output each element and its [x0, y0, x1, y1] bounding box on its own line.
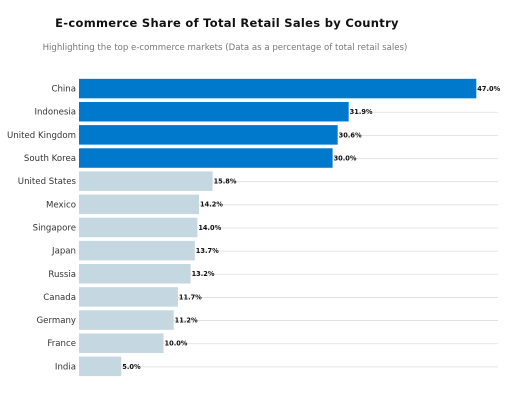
bar-russia	[79, 264, 191, 284]
bar-japan	[79, 240, 195, 261]
bar-germany	[79, 310, 174, 330]
value-label: 5.0%	[122, 363, 141, 371]
value-label: 11.7%	[179, 293, 202, 301]
category-label: Mexico	[46, 200, 76, 210]
bar-canada	[79, 287, 178, 307]
value-label: 47.0%	[477, 85, 500, 93]
category-label: Singapore	[33, 223, 76, 233]
bar-china	[79, 78, 477, 99]
value-label: 14.0%	[198, 224, 221, 232]
bar-singapore	[79, 217, 198, 238]
category-label: United States	[18, 177, 77, 187]
bar-united-states	[79, 171, 213, 191]
value-label: 30.6%	[339, 131, 362, 139]
category-label: Indonesia	[34, 108, 76, 118]
chart-subtitle: Highlighting the top e-commerce markets …	[42, 43, 408, 53]
value-label: 14.2%	[200, 201, 223, 209]
category-label: China	[51, 85, 76, 95]
category-label: Germany	[37, 316, 77, 326]
category-label: France	[47, 339, 76, 349]
bar-indonesia	[79, 101, 349, 122]
chart-title: E-commerce Share of Total Retail Sales b…	[55, 16, 399, 30]
bar-france	[79, 333, 164, 353]
bar-mexico	[79, 194, 200, 215]
category-label: Russia	[48, 270, 76, 280]
value-label: 13.7%	[196, 247, 219, 255]
category-label: India	[55, 362, 76, 372]
category-label: Japan	[51, 247, 76, 257]
value-label: 11.2%	[175, 316, 198, 324]
value-label: 13.2%	[192, 270, 215, 278]
value-label: 30.0%	[334, 154, 357, 162]
category-label: Canada	[43, 293, 76, 303]
category-label: United Kingdom	[7, 131, 76, 141]
category-label: South Korea	[24, 154, 76, 164]
bar-south-korea	[79, 148, 333, 168]
bar-united-kingdom	[79, 125, 338, 145]
value-label: 10.0%	[165, 340, 188, 348]
value-label: 15.8%	[214, 178, 237, 186]
value-label: 31.9%	[350, 108, 373, 116]
bar-india	[79, 356, 122, 377]
